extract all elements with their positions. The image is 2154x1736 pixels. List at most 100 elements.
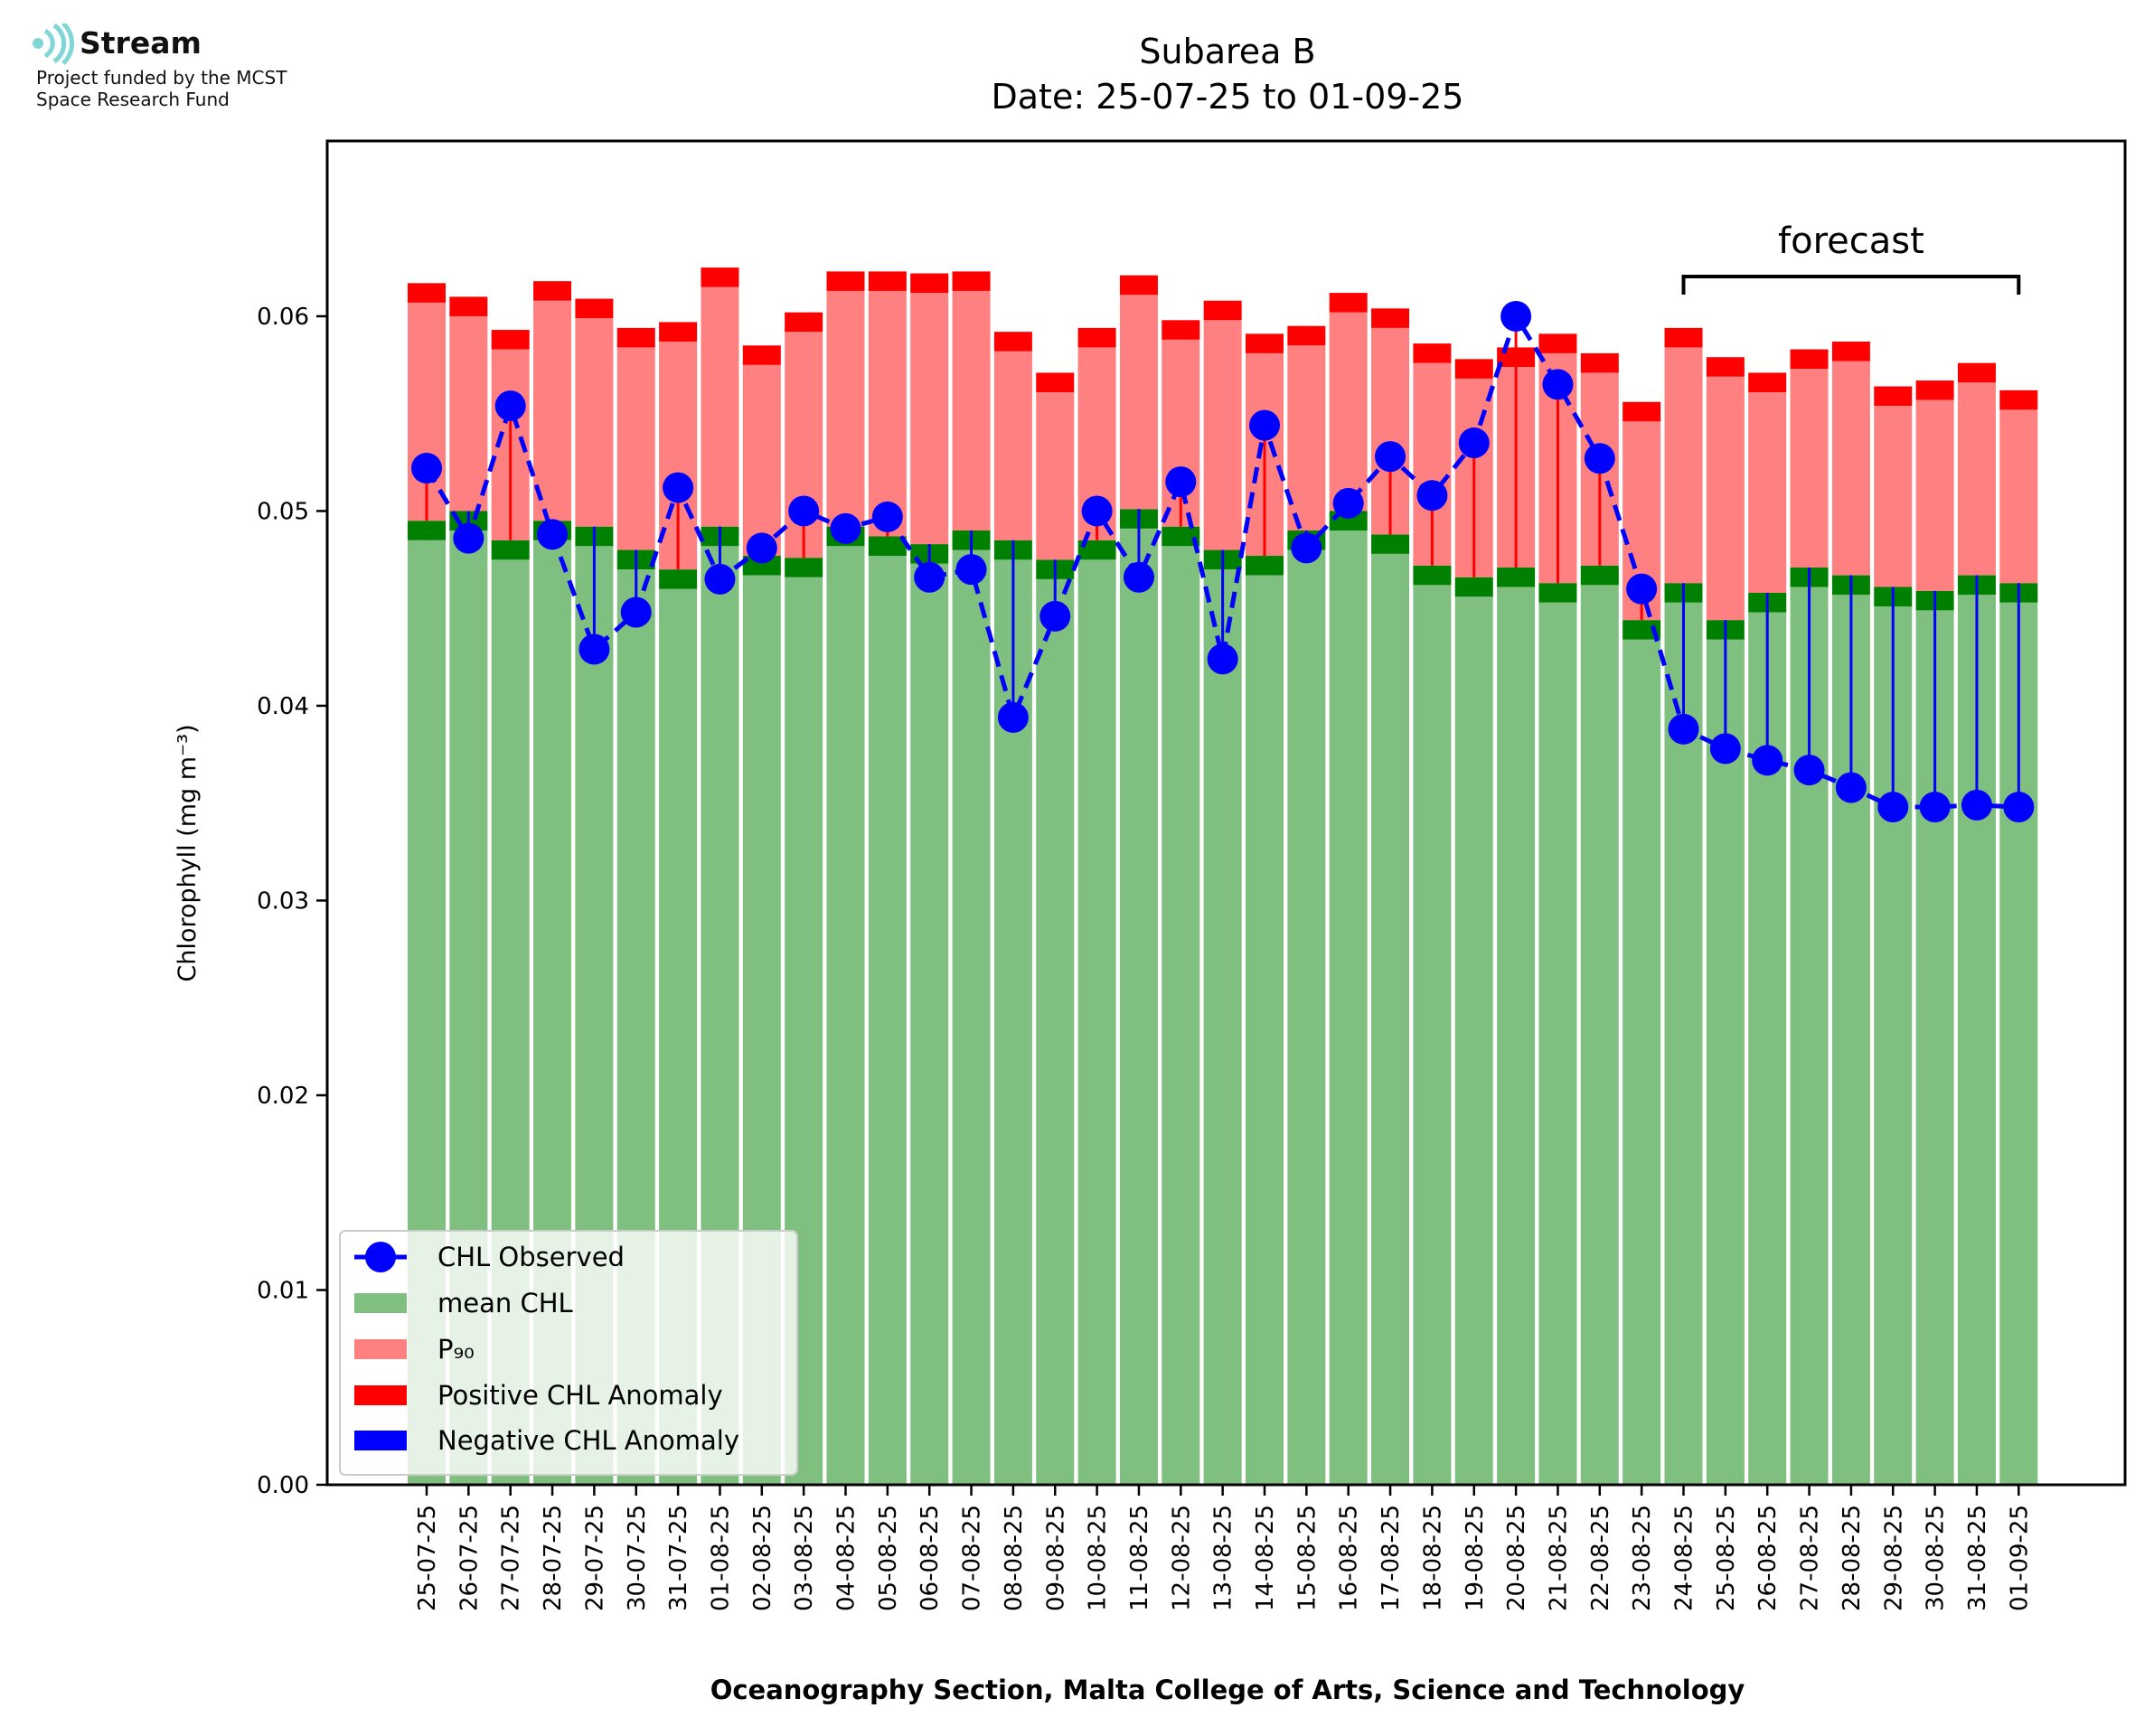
x-tick-label: 24-08-25 [1671, 1505, 1698, 1611]
x-tick-label: 25-08-25 [1713, 1505, 1740, 1611]
mean-chl-band [785, 558, 823, 577]
x-tick-label: 08-08-25 [1001, 1505, 1028, 1611]
mean-chl-bar [1119, 528, 1158, 1486]
p90-bar [1036, 392, 1075, 560]
chart-subtitle: Date: 25-07-25 to 01-09-25 [992, 77, 1464, 117]
x-axis-label: Oceanography Section, Malta College of A… [710, 1675, 1745, 1705]
chl-observed-point [1081, 495, 1113, 527]
p90-band [1664, 327, 1703, 348]
p90-band [1706, 357, 1745, 377]
p90-band [1874, 386, 1913, 407]
chl-observed-point [1542, 369, 1574, 400]
p90-band [742, 345, 781, 365]
legend-swatch [354, 1293, 407, 1313]
p90-bar [868, 290, 907, 537]
p90-band [952, 271, 991, 291]
chl-observed-point [788, 495, 820, 527]
chart-title: Subarea B [1139, 32, 1315, 71]
mean-chl-bar [952, 549, 991, 1486]
mean-chl-bar [1413, 585, 1452, 1485]
p90-band [1329, 293, 1368, 313]
mean-chl-band [1413, 565, 1452, 586]
mean-chl-bar [1203, 569, 1242, 1485]
p90-band [616, 327, 655, 348]
chl-observed-point [537, 519, 569, 550]
x-tick-label: 31-07-25 [665, 1505, 692, 1611]
p90-bar [616, 347, 655, 550]
legend-label: Negative CHL Anomaly [437, 1425, 739, 1456]
chl-observed-point [1123, 561, 1154, 593]
legend-label: mean CHL [437, 1288, 573, 1318]
chl-observed-point [494, 390, 526, 422]
mean-chl-band [1538, 583, 1577, 603]
mean-chl-bar [1287, 549, 1326, 1486]
x-tick-label: 07-08-25 [959, 1505, 986, 1611]
p90-bar [826, 290, 865, 527]
plot-frame [325, 139, 2127, 1487]
mean-chl-bar [1497, 586, 1536, 1485]
x-tick-label: 09-08-25 [1042, 1505, 1069, 1611]
chl-observed-point [1039, 600, 1071, 632]
y-tick-label: 0.03 [257, 887, 309, 915]
chl-observed-point [1877, 792, 1909, 823]
chl-observed-point [704, 563, 736, 595]
x-tick-label: 10-08-25 [1085, 1505, 1112, 1611]
chl-observed-point [663, 472, 694, 503]
p90-bar [1748, 392, 1787, 593]
legend-label: CHL Observed [437, 1242, 625, 1272]
p90-bar [575, 318, 614, 527]
chl-observed-point [1584, 443, 1615, 474]
chl-observed-point [830, 512, 861, 544]
x-tick-label: 17-08-25 [1378, 1505, 1405, 1611]
stream-logo-icon [33, 23, 75, 65]
mean-chl-bar [826, 546, 865, 1485]
x-tick-label: 21-08-25 [1545, 1505, 1572, 1611]
x-tick-label: 14-08-25 [1252, 1505, 1279, 1611]
p90-band [1413, 343, 1452, 363]
chl-observed-point [1375, 441, 1406, 473]
x-tick-label: 29-07-25 [581, 1505, 608, 1611]
x-tick-label: 18-08-25 [1419, 1505, 1446, 1611]
legend-label: P₉₀ [437, 1334, 475, 1365]
mean-chl-bar [1371, 553, 1410, 1485]
mean-chl-band [742, 556, 781, 576]
mean-chl-band [408, 521, 446, 540]
chl-observed-point [1793, 755, 1825, 786]
chl-observed-point [1416, 480, 1448, 511]
x-tick-label: 02-08-25 [749, 1505, 776, 1611]
mean-chl-band [1497, 567, 1536, 587]
p90-bar [1119, 295, 1158, 510]
p90-band [1623, 401, 1661, 422]
p90-band [1748, 372, 1787, 393]
x-tick-label: 31-08-25 [1964, 1505, 1991, 1611]
mean-chl-band [1580, 565, 1619, 586]
chl-observed-point [1835, 772, 1867, 803]
mean-chl-band [1371, 534, 1410, 554]
chl-observed-point [1961, 789, 1992, 821]
p90-band [449, 296, 488, 316]
chl-observed-point [746, 532, 777, 564]
p90-band [533, 281, 572, 301]
p90-band [1957, 362, 1996, 383]
legend-box [339, 1230, 798, 1476]
p90-bar [1287, 345, 1326, 531]
y-tick-label: 0.04 [257, 693, 309, 720]
p90-band [1287, 325, 1326, 346]
p90-band [1246, 333, 1284, 353]
chl-observed-point [955, 554, 987, 586]
p90-band [1999, 389, 2038, 410]
x-tick-label: 19-08-25 [1462, 1505, 1489, 1611]
legend-label: Positive CHL Anomaly [437, 1380, 723, 1411]
chl-observed-point [1626, 573, 1658, 605]
p90-band [1538, 333, 1577, 353]
x-tick-label: 27-07-25 [498, 1505, 525, 1611]
y-axis-label: Chlorophyll (mg m⁻³) [174, 724, 202, 981]
p90-bar [1664, 347, 1703, 584]
chl-observed-point [997, 701, 1029, 733]
p90-band [701, 267, 739, 287]
mean-chl-bar [1329, 530, 1368, 1486]
mean-chl-band [1077, 540, 1116, 560]
x-tick-label: 12-08-25 [1168, 1505, 1195, 1611]
p90-band [993, 332, 1032, 352]
p90-band [785, 312, 823, 333]
